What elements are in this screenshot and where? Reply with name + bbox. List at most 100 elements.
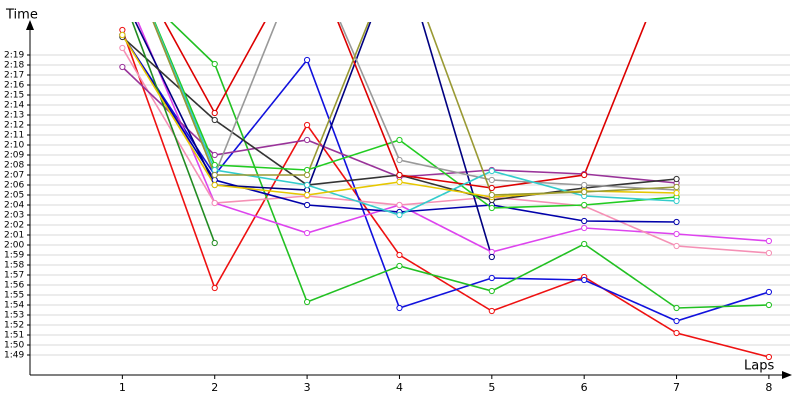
data-point	[396, 178, 403, 186]
data-point	[211, 181, 218, 189]
y-tick-label: 1:51	[4, 331, 24, 341]
x-axis-arrow	[782, 371, 792, 379]
data-point	[119, 26, 126, 34]
data-point	[211, 161, 218, 169]
y-tick-label: 1:50	[4, 341, 24, 351]
data-point	[673, 230, 680, 238]
data-point	[211, 176, 218, 184]
x-tick-label: 2	[211, 381, 218, 394]
plot-area	[119, 22, 773, 361]
y-tick-label: 2:19	[4, 51, 24, 61]
y-tick-label: 2:12	[4, 121, 24, 131]
data-point	[303, 186, 311, 194]
data-point	[581, 240, 588, 248]
y-axis-arrow	[26, 20, 34, 30]
data-point	[211, 116, 218, 124]
y-tick-label: 2:06	[4, 181, 24, 191]
y-tick-label: 2:11	[4, 131, 24, 141]
series-line	[131, 22, 216, 244]
y-tick-label: 2:17	[4, 71, 24, 81]
data-point	[673, 189, 680, 197]
data-point	[765, 237, 773, 245]
data-point	[488, 287, 495, 295]
data-point	[396, 171, 403, 179]
data-point	[673, 197, 680, 205]
data-point	[488, 167, 495, 175]
x-tick-label: 6	[581, 381, 588, 394]
data-point	[581, 181, 588, 189]
data-point	[303, 298, 311, 306]
y-tick-label: 1:59	[4, 251, 24, 261]
data-point	[765, 353, 773, 361]
data-point	[581, 224, 588, 232]
data-point	[211, 199, 218, 207]
data-point	[396, 156, 403, 164]
data-point	[303, 229, 311, 237]
data-point	[396, 262, 403, 270]
data-point	[303, 56, 311, 64]
y-tick-label: 2:14	[4, 101, 24, 111]
data-point	[673, 317, 680, 325]
data-point	[303, 191, 311, 199]
data-point	[211, 284, 218, 292]
x-tick-label: 5	[488, 381, 495, 394]
y-tick-label: 2:18	[4, 61, 24, 71]
data-point	[765, 301, 773, 309]
data-point	[396, 251, 403, 259]
y-tick-label: 2:09	[4, 151, 24, 161]
y-tick-label: 1:54	[4, 301, 24, 311]
data-point	[673, 175, 680, 183]
x-tick-label: 4	[396, 381, 403, 394]
data-point	[581, 276, 588, 284]
data-point	[488, 274, 495, 282]
data-point	[488, 176, 495, 184]
y-tick-label: 2:13	[4, 111, 24, 121]
data-point	[581, 201, 588, 209]
y-tick-label: 2:02	[4, 221, 24, 231]
grid	[27, 54, 790, 356]
y-tick-label: 1:55	[4, 291, 24, 301]
series-line	[121, 34, 770, 322]
data-point	[119, 63, 126, 71]
y-tick-label: 1:49	[4, 351, 24, 361]
data-point	[673, 242, 680, 250]
y-tick-label: 1:58	[4, 261, 24, 271]
y-tick-label: 2:16	[4, 81, 24, 91]
y-tick-label: 1:53	[4, 311, 24, 321]
x-tick-label: 7	[673, 381, 680, 394]
data-point	[119, 31, 126, 39]
data-point	[303, 136, 311, 144]
data-point	[488, 248, 495, 256]
x-tick-label: 1	[119, 381, 126, 394]
y-tick-label: 2:05	[4, 191, 24, 201]
data-point	[303, 181, 311, 189]
data-point	[581, 171, 588, 179]
data-point	[488, 253, 495, 261]
x-axis-label: Laps	[744, 359, 774, 374]
data-point	[211, 60, 218, 68]
data-point	[119, 44, 126, 52]
y-tick-label: 2:04	[4, 201, 24, 211]
data-point	[396, 211, 403, 219]
y-axis-label: Time	[5, 8, 38, 23]
data-point	[303, 171, 311, 179]
data-point	[211, 109, 218, 117]
y-tick-label: 2:15	[4, 91, 24, 101]
y-tick-label: 1:52	[4, 321, 24, 331]
data-point	[673, 329, 680, 337]
y-tick-label: 1:57	[4, 271, 24, 281]
data-point	[488, 184, 495, 192]
y-tick-label: 1:56	[4, 281, 24, 291]
data-point	[673, 183, 680, 191]
data-point	[581, 188, 588, 196]
series-line	[169, 22, 769, 309]
y-tick-label: 2:07	[4, 171, 24, 181]
y-tick-label: 2:00	[4, 241, 24, 251]
data-point	[211, 151, 218, 159]
data-point	[396, 136, 403, 144]
data-point	[211, 239, 218, 247]
data-point	[396, 304, 403, 312]
data-point	[303, 166, 311, 174]
data-point	[488, 191, 495, 199]
